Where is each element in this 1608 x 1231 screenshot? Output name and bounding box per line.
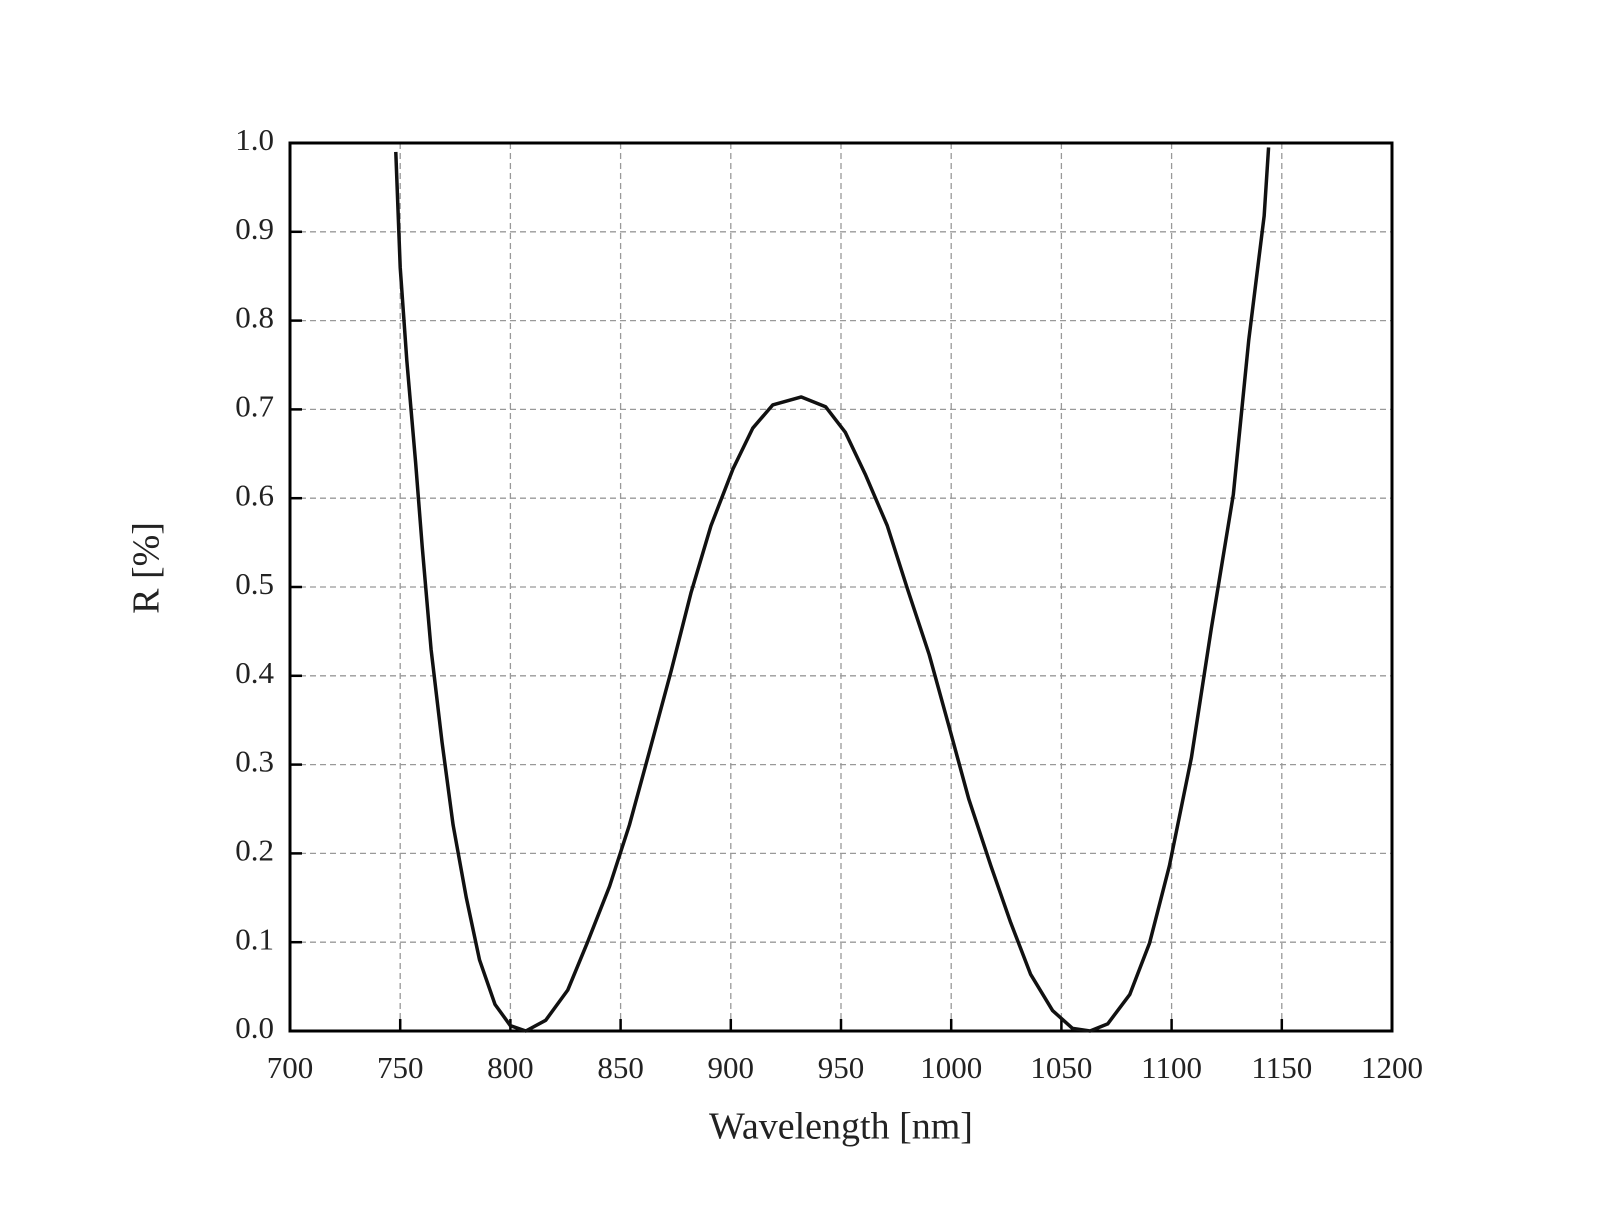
x-tick-label: 1000 [920,1050,982,1085]
x-tick-label: 950 [818,1050,865,1085]
y-tick-label: 0.0 [235,1010,274,1045]
y-tick-label: 0.4 [235,655,274,690]
x-tick-label: 1150 [1251,1050,1312,1085]
x-axis-title: Wavelength [nm] [709,1106,973,1148]
y-tick-label: 0.7 [235,389,274,424]
x-tick-label: 900 [708,1050,755,1085]
y-tick-label: 1.0 [235,122,274,157]
y-tick-label: 0.1 [235,921,274,956]
x-tick-label: 750 [377,1050,424,1085]
y-tick-label: 0.6 [235,477,274,512]
x-tick-label: 1200 [1361,1050,1423,1085]
y-tick-label: 0.8 [235,300,274,335]
x-tick-label: 800 [487,1050,534,1085]
data-line [394,147,1271,1033]
y-tick-label: 0.2 [235,833,274,868]
y-axis-title: R [%] [126,522,168,614]
x-tick-label: 1100 [1141,1050,1202,1085]
y-tick-label: 0.3 [235,744,274,779]
x-tick-label: 1050 [1030,1050,1092,1085]
x-tick-label: 700 [267,1050,314,1085]
y-tick-label: 0.5 [235,566,274,601]
x-tick-label: 850 [597,1050,644,1085]
plot-frame [288,141,1394,1033]
y-tick-label: 0.9 [235,211,274,246]
